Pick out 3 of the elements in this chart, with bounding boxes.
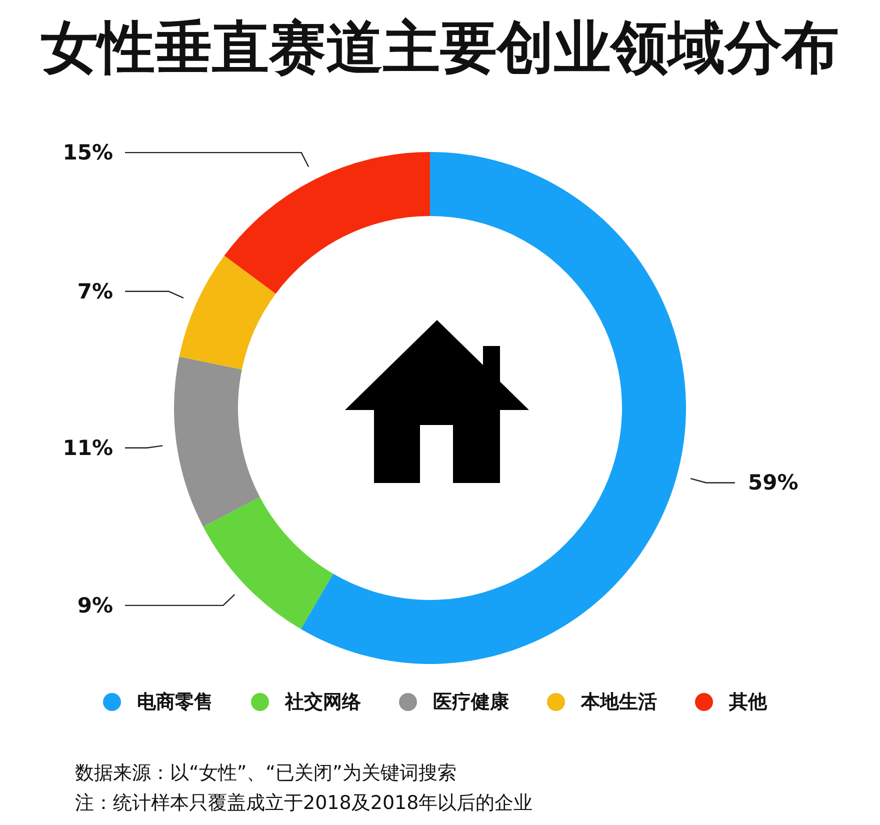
annotation: 数据来源：以“女性”、“已关闭”为关键词搜索 xyxy=(75,762,456,784)
annotation: 注：统计样本只覆盖成立于2018及2018年以后的企业 xyxy=(75,792,533,814)
title: 女性垂直赛道主要创业领域分布 xyxy=(41,15,839,81)
